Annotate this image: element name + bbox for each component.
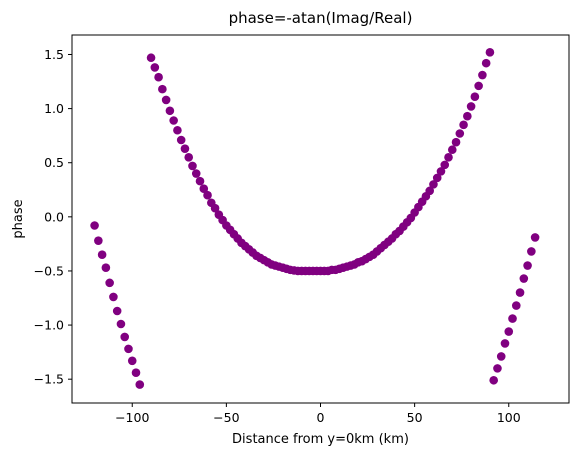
y-tick-label: −1.0 — [34, 318, 64, 333]
data-point — [161, 95, 171, 105]
data-point — [210, 203, 220, 213]
data-point — [493, 364, 502, 373]
data-point — [485, 48, 495, 57]
data-point — [173, 125, 182, 135]
data-point — [90, 221, 99, 230]
y-tick-label: −1.5 — [34, 372, 64, 387]
data-point — [429, 180, 438, 189]
data-point — [150, 63, 160, 72]
data-point — [508, 314, 517, 323]
data-point — [97, 250, 107, 260]
y-tick-label: 1.0 — [44, 101, 64, 116]
data-points — [90, 48, 540, 389]
x-tick-label: 0 — [317, 410, 325, 425]
data-point — [481, 58, 491, 68]
data-point — [463, 111, 472, 121]
data-point — [436, 167, 446, 176]
data-point — [109, 292, 118, 302]
y-axis-label: phase — [11, 199, 26, 238]
data-point — [451, 137, 461, 147]
x-axis-label: Distance from y=0km (km) — [232, 432, 409, 447]
data-point — [478, 70, 487, 80]
y-tick-label: 1.5 — [44, 47, 64, 62]
data-point — [489, 375, 498, 385]
x-tick-label: 100 — [497, 410, 521, 425]
data-point — [425, 186, 434, 196]
data-point — [184, 153, 194, 162]
data-point — [135, 380, 145, 389]
x-axis: −100 −50 0 50 100 — [115, 403, 521, 425]
data-point — [195, 176, 205, 186]
data-point — [444, 153, 453, 162]
data-point — [169, 116, 178, 125]
chart-title: phase=-atan(Imag/Real) — [229, 9, 413, 27]
data-point — [530, 233, 540, 242]
data-point — [176, 135, 186, 145]
data-point — [146, 53, 156, 63]
data-point — [112, 306, 122, 316]
data-point — [127, 356, 137, 366]
data-point — [203, 190, 212, 200]
data-point — [94, 236, 103, 245]
data-point — [466, 102, 476, 111]
data-point — [158, 84, 167, 94]
data-point — [105, 278, 114, 288]
data-point — [470, 92, 480, 101]
data-point — [496, 352, 506, 361]
x-tick-label: −100 — [115, 410, 149, 425]
y-tick-label: 0.5 — [44, 155, 64, 170]
data-point — [165, 106, 175, 116]
data-point — [188, 161, 197, 171]
data-point — [101, 263, 111, 273]
data-point — [519, 274, 529, 283]
data-point — [440, 160, 450, 170]
data-point — [515, 288, 525, 297]
data-point — [523, 261, 532, 270]
x-tick-label: −50 — [213, 410, 239, 425]
data-point — [500, 339, 510, 348]
data-point — [432, 173, 442, 183]
plot-frame — [71, 34, 570, 404]
data-point — [180, 144, 190, 153]
y-tick-label: −0.5 — [34, 263, 64, 278]
data-point — [131, 368, 141, 377]
data-point — [116, 319, 126, 329]
data-point — [511, 301, 521, 310]
data-point — [447, 145, 457, 155]
data-point — [191, 169, 201, 178]
x-tick-label: 50 — [407, 410, 423, 425]
data-point — [504, 327, 514, 336]
data-point — [120, 332, 130, 342]
data-point — [124, 344, 133, 354]
y-axis: −1.5 −1.0 −0.5 0.0 0.5 1.0 1.5 — [34, 47, 72, 387]
y-tick-label: 0.0 — [44, 209, 64, 224]
data-point — [199, 184, 209, 193]
data-point — [459, 120, 468, 130]
data-point — [527, 247, 536, 256]
data-point — [474, 81, 483, 91]
data-point — [154, 72, 163, 82]
data-point — [455, 129, 465, 138]
